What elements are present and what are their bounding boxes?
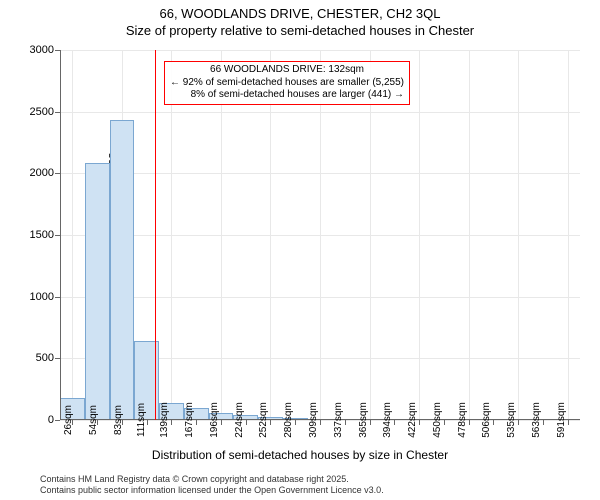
xtick-label: 478sqm: [451, 402, 468, 438]
xtick-mark: [320, 420, 321, 425]
attribution-line1: Contains HM Land Registry data © Crown c…: [40, 474, 384, 485]
gridline-h: [60, 297, 580, 298]
xtick-mark: [246, 420, 247, 425]
plot-area: 05001000150020002500300026sqm54sqm83sqm1…: [60, 50, 580, 420]
xtick-label: 535sqm: [500, 402, 517, 438]
ytick-label: 3000: [30, 44, 60, 56]
xtick-label: 506sqm: [476, 402, 493, 438]
reference-line: [155, 50, 156, 420]
annotation-line: 66 WOODLANDS DRIVE: 132sqm: [170, 64, 404, 77]
xtick-mark: [469, 420, 470, 425]
xtick-label: 54sqm: [82, 405, 99, 435]
ytick-label: 500: [36, 352, 60, 364]
ytick-label: 1000: [30, 291, 60, 303]
x-axis-label: Distribution of semi-detached houses by …: [152, 448, 448, 462]
gridline-h: [60, 173, 580, 174]
ytick-label: 2500: [30, 106, 60, 118]
ytick-label: 1500: [30, 229, 60, 241]
xtick-label: 422sqm: [401, 402, 418, 438]
gridline-h: [60, 235, 580, 236]
xtick-mark: [295, 420, 296, 425]
xtick-mark: [444, 420, 445, 425]
xtick-label: 139sqm: [154, 402, 171, 438]
gridline-h: [60, 50, 580, 51]
xtick-mark: [568, 420, 569, 425]
xtick-label: 167sqm: [178, 402, 195, 438]
xtick-label: 563sqm: [525, 402, 542, 438]
xtick-label: 591sqm: [550, 402, 567, 438]
xtick-label: 83sqm: [107, 405, 124, 435]
attribution-text: Contains HM Land Registry data © Crown c…: [40, 474, 384, 497]
xtick-mark: [196, 420, 197, 425]
xtick-label: 394sqm: [376, 402, 393, 438]
xtick-mark: [543, 420, 544, 425]
histogram-bar: [110, 120, 135, 420]
xtick-mark: [518, 420, 519, 425]
annotation-line: 8% of semi-detached houses are larger (4…: [170, 89, 404, 102]
xtick-label: 450sqm: [426, 402, 443, 438]
xtick-mark: [270, 420, 271, 425]
xtick-mark: [221, 420, 222, 425]
y-axis-line: [60, 50, 61, 420]
xtick-mark: [493, 420, 494, 425]
attribution-line2: Contains public sector information licen…: [40, 485, 384, 496]
xtick-mark: [370, 420, 371, 425]
chart-container: 66, WOODLANDS DRIVE, CHESTER, CH2 3QL Si…: [0, 0, 600, 500]
ytick-label: 2000: [30, 167, 60, 179]
xtick-label: 309sqm: [302, 402, 319, 438]
xtick-label: 224sqm: [228, 402, 245, 438]
xtick-mark: [394, 420, 395, 425]
xtick-label: 196sqm: [203, 402, 220, 438]
histogram-bar: [85, 163, 110, 420]
xtick-mark: [345, 420, 346, 425]
xtick-label: 111sqm: [130, 403, 147, 437]
xtick-mark: [171, 420, 172, 425]
chart-title-line1: 66, WOODLANDS DRIVE, CHESTER, CH2 3QL: [0, 0, 600, 21]
chart-title-line2: Size of property relative to semi-detach…: [0, 21, 600, 38]
annotation-box: 66 WOODLANDS DRIVE: 132sqm← 92% of semi-…: [164, 61, 410, 105]
gridline-h: [60, 112, 580, 113]
xtick-label: 280sqm: [277, 402, 294, 438]
xtick-label: 26sqm: [57, 405, 74, 435]
annotation-line: ← 92% of semi-detached houses are smalle…: [170, 77, 404, 90]
xtick-label: 337sqm: [327, 402, 344, 438]
xtick-label: 365sqm: [352, 402, 369, 438]
xtick-mark: [419, 420, 420, 425]
xtick-label: 252sqm: [253, 402, 270, 438]
